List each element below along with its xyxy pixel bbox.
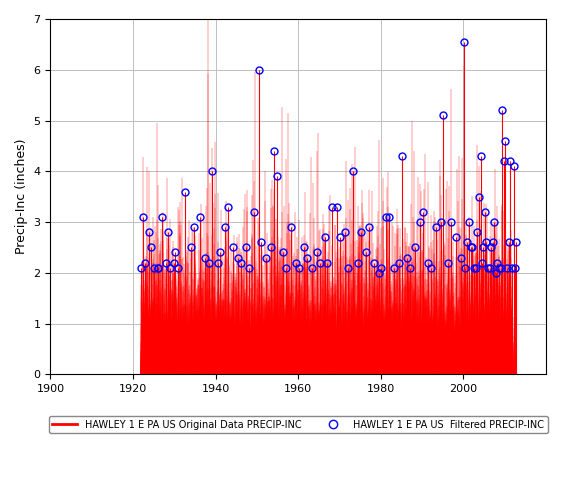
Y-axis label: Precip-Inc (inches): Precip-Inc (inches) [15,139,28,254]
Legend: HAWLEY 1 E PA US Original Data PRECIP-INC, HAWLEY 1 E PA US  Filtered PRECIP-INC: HAWLEY 1 E PA US Original Data PRECIP-IN… [48,416,548,433]
